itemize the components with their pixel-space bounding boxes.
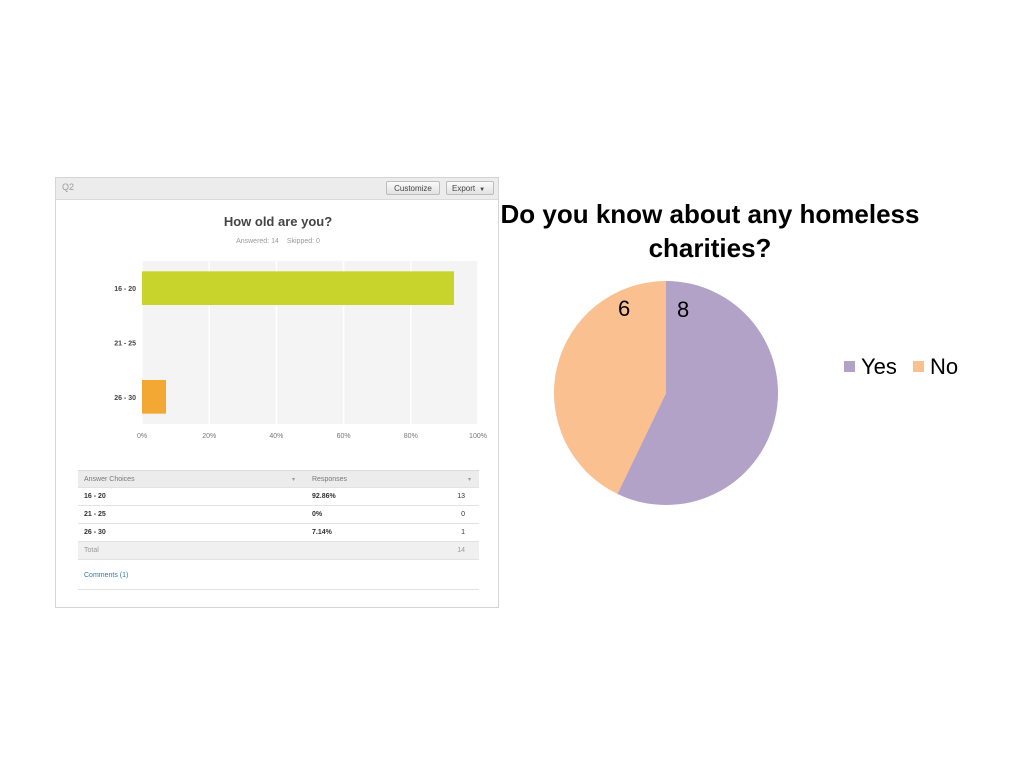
bar-chart-title: How old are you? <box>223 214 333 229</box>
table-row: 26 - 30 7.14% 1 <box>78 524 479 542</box>
export-button[interactable]: Export ▼ <box>446 181 494 195</box>
row-percent: 0% <box>312 511 323 518</box>
row-count: 1 <box>461 529 465 536</box>
row-count: 13 <box>457 493 465 500</box>
table-total-row: Total 14 <box>78 542 479 560</box>
answered-count: Answered: 14 <box>236 238 279 245</box>
export-label: Export <box>452 184 476 193</box>
x-tick-label: 100% <box>469 433 487 440</box>
legend-label-no: No <box>930 354 959 379</box>
table-row: 16 - 20 92.86% 13 <box>78 488 479 506</box>
pie-label-yes: 8 <box>677 297 690 322</box>
table-row: 21 - 25 0% 0 <box>78 506 479 524</box>
table-header: Answer Choices ▾ Responses ▾ <box>78 470 479 488</box>
sort-icon[interactable]: ▾ <box>292 477 296 483</box>
panel-header: Q2 Customize Export ▼ <box>56 178 498 200</box>
sort-icon[interactable]: ▾ <box>468 477 472 483</box>
legend-item-no: No <box>913 354 958 380</box>
legend-swatch-no <box>913 361 925 372</box>
header-answer-choices[interactable]: Answer Choices <box>84 476 135 483</box>
row-choice: 26 - 30 <box>84 529 106 536</box>
customize-button[interactable]: Customize <box>386 181 440 195</box>
row-percent: 7.14% <box>312 529 332 536</box>
y-category-label: 26 - 30 <box>114 395 136 402</box>
y-category-label: 16 - 20 <box>114 286 136 293</box>
answered-skipped: Answered: 14 Skipped: 0 <box>56 238 500 245</box>
total-count: 14 <box>457 547 465 554</box>
pie-slice-yes <box>617 281 778 505</box>
legend-label-yes: Yes <box>861 354 897 379</box>
x-tick-label: 40% <box>269 433 283 440</box>
total-label: Total <box>84 547 99 554</box>
pie-chart-title: Do you know about any homeless charities… <box>500 197 920 265</box>
row-count: 0 <box>461 511 465 518</box>
divider <box>78 589 479 590</box>
row-percent: 92.86% <box>312 493 336 500</box>
row-choice: 16 - 20 <box>84 493 106 500</box>
response-table: Answer Choices ▾ Responses ▾ 16 - 20 92.… <box>78 470 479 560</box>
bar-26-30 <box>142 379 166 414</box>
x-tick-label: 0% <box>137 433 147 440</box>
row-choice: 21 - 25 <box>84 511 106 518</box>
chevron-down-icon: ▼ <box>479 187 486 193</box>
x-tick-label: 60% <box>337 433 351 440</box>
pie-label-no: 6 <box>618 296 631 321</box>
pie-legend: Yes No <box>844 354 958 380</box>
legend-item-yes: Yes <box>844 354 897 380</box>
x-tick-label: 80% <box>404 433 418 440</box>
header-responses[interactable]: Responses <box>312 476 348 483</box>
pie-slice-no <box>554 281 666 494</box>
question-number: Q2 <box>62 182 75 192</box>
pie-title-text: Do you know about any homeless charities… <box>500 199 920 263</box>
survey-results-panel: Q2 Customize Export ▼ How old are you? An… <box>55 177 499 608</box>
x-tick-label: 20% <box>202 433 216 440</box>
comments-link[interactable]: Comments (1) <box>84 572 129 579</box>
bar-16-20 <box>142 271 455 306</box>
y-category-label: 21 - 25 <box>114 341 136 348</box>
charity-awareness-pie <box>554 281 778 505</box>
skipped-count: Skipped: 0 <box>286 238 320 245</box>
age-bar-chart: 0% 20% 40% 60% 80% 100% 16 - 20 21 - 25 26 - 30 <box>114 261 487 440</box>
legend-swatch-yes <box>844 361 855 372</box>
